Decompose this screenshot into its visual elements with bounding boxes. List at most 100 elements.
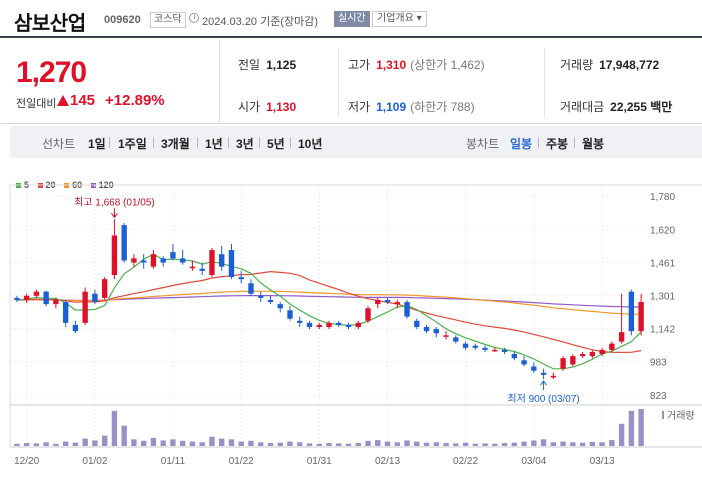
volume-bar: [482, 443, 488, 446]
candle-monthly[interactable]: 월봉: [582, 137, 605, 151]
volume-bar: [550, 442, 557, 446]
y-tick-label: 1,780: [650, 192, 675, 203]
x-tick-label: 03/04: [521, 456, 546, 467]
candle-body: [618, 332, 625, 342]
range-3y[interactable]: 3년: [236, 137, 254, 151]
range-10y[interactable]: 10년: [298, 137, 323, 151]
volume-bar: [394, 442, 400, 446]
candle-body: [316, 324, 322, 328]
volume-bar: [579, 442, 586, 446]
x-tick-label: 03/13: [590, 456, 615, 467]
candle-body: [433, 329, 439, 334]
candle-body: [345, 324, 352, 328]
candle-body: [180, 258, 186, 263]
candle-body: [209, 250, 215, 276]
candle-body: [160, 258, 166, 263]
candle-body: [238, 277, 244, 280]
candle-body: [306, 322, 313, 328]
x-tick-label: 01/11: [161, 456, 186, 467]
candle-body: [140, 260, 147, 263]
ma120-line: [16, 295, 642, 308]
volume-bar: [618, 423, 625, 446]
volume-bar: [150, 437, 157, 446]
candle-body: [550, 375, 557, 378]
volume-bar: [336, 443, 342, 446]
candle-body: [511, 354, 518, 359]
candle-body: [14, 297, 20, 300]
candle-body: [170, 252, 176, 259]
candle-body: [287, 310, 293, 319]
candle-body: [531, 366, 537, 371]
candle-body: [628, 291, 635, 332]
candlestick-chart[interactable]: 1,780 1,620 1,461 1,301 1,142 983 823 12/20 01/0…: [0, 175, 702, 481]
volume-bar: [62, 441, 69, 446]
y-tick-label: 1,461: [650, 258, 675, 269]
candle-body: [101, 279, 108, 298]
candle-body: [336, 322, 342, 325]
low-price: 저가 1,109 (하한가 788): [348, 100, 475, 114]
ma5-line: [16, 253, 642, 370]
candle-body: [609, 343, 615, 350]
volume-bar: [219, 438, 225, 446]
volume-bar: [375, 440, 381, 446]
x-tick-label: 01/31: [307, 456, 332, 467]
range-1w[interactable]: 1주일: [118, 137, 147, 151]
volume-bar: [238, 441, 244, 446]
candle-body: [228, 250, 235, 278]
volume-bar: [189, 441, 196, 446]
realtime-button[interactable]: 실시간: [334, 11, 370, 27]
candle-body: [219, 254, 225, 267]
y-tick-label: 1,301: [650, 292, 675, 303]
candle-body: [267, 299, 274, 303]
candle-body: [131, 258, 137, 263]
candle-daily[interactable]: 일봉: [510, 137, 533, 151]
volume-bar: [33, 443, 40, 446]
clock-icon: [189, 13, 199, 23]
volume-bar: [180, 440, 186, 446]
volume-bar: [560, 441, 566, 446]
volume-bar: [267, 443, 274, 446]
volume-bar: [404, 440, 410, 446]
volume-bar: [365, 440, 371, 446]
range-3m[interactable]: 3개월: [161, 137, 190, 151]
candle-body: [423, 327, 430, 332]
stock-name: 삼보산업: [14, 13, 86, 35]
up-arrow-icon: [57, 95, 69, 106]
change-value: 145: [70, 92, 96, 109]
volume-bar: [287, 441, 293, 446]
x-tick-label: 02/13: [375, 456, 400, 467]
candle-body: [111, 235, 118, 276]
volume-bar: [72, 442, 79, 446]
low-annotation: 최저 900 (03/07): [507, 393, 579, 405]
volume-bar: [540, 439, 547, 446]
stock-header: 삼보산업 009620 코스닥 2024.03.20 기준(장마감) 실시간 기…: [0, 0, 702, 38]
company-overview-dropdown[interactable]: 기업개요 ▾: [372, 11, 427, 27]
volume-bar: [228, 439, 235, 446]
volume-bar: [53, 443, 59, 446]
range-1d[interactable]: 1일: [88, 137, 106, 151]
candle-weekly[interactable]: 주봉: [546, 137, 569, 151]
candle-body: [414, 320, 420, 328]
range-1y[interactable]: 1년: [205, 137, 223, 151]
candle-body: [462, 343, 469, 348]
candle-body: [365, 308, 371, 321]
range-5y[interactable]: 5년: [267, 137, 285, 151]
volume-bar: [355, 443, 361, 446]
volume-bar: [297, 442, 303, 446]
candle-body: [277, 304, 283, 309]
volume-bar: [14, 443, 20, 446]
y-tick-label: 1,620: [650, 225, 675, 236]
volume-bar: [140, 440, 147, 446]
candle-body: [199, 268, 205, 271]
candle-body: [404, 302, 410, 317]
volume-bar: [23, 443, 30, 446]
open-price: 시가 1,130: [238, 100, 297, 114]
candle-body: [482, 347, 488, 350]
candle-body: [638, 302, 644, 332]
change-label: 전일대비: [16, 98, 57, 110]
volume-bar: [384, 441, 391, 446]
volume-bar: [638, 409, 644, 446]
volume-bar: [170, 439, 176, 446]
candle-body: [297, 320, 303, 323]
candle-body: [570, 356, 576, 365]
